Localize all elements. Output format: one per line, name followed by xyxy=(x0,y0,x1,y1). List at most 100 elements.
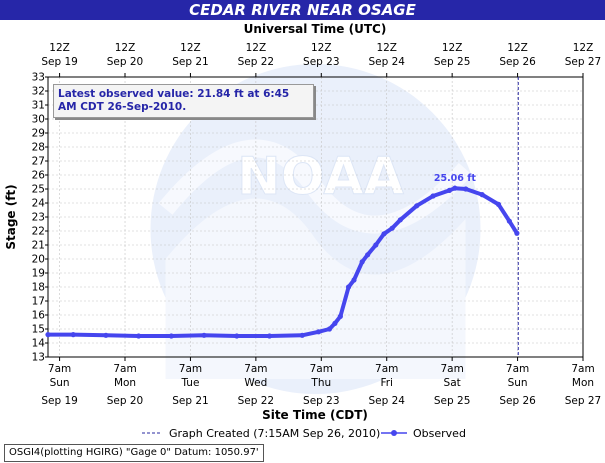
top-tick-hour: 12Z xyxy=(246,42,267,54)
observed-point xyxy=(365,252,371,258)
top-axis-utc: 12Z Sep 19 12Z Sep 20 12Z Sep 21 12Z Sep 22 12Z S… xyxy=(41,42,601,77)
top-tick-hour: 12Z xyxy=(573,42,594,54)
title-bar: CEDAR RIVER NEAR OSAGE xyxy=(0,0,605,20)
observed-point xyxy=(315,329,322,335)
observed-point xyxy=(326,326,333,332)
top-tick-hour: 12Z xyxy=(442,42,463,54)
y-tick-label: 23 xyxy=(32,212,45,224)
bottom-tick-time: 7am xyxy=(375,363,398,375)
observed-point xyxy=(446,187,453,193)
observed-point xyxy=(351,277,357,283)
bottom-tick-time: 7am xyxy=(571,363,594,375)
y-tick-label: 26 xyxy=(32,170,46,182)
bottom-tick-date: Sep 27 xyxy=(565,395,602,407)
top-tick-date: Sep 20 xyxy=(107,56,144,68)
observed-point xyxy=(299,332,305,338)
observed-point xyxy=(514,230,520,236)
legend-graph-created-label: Graph Created (7:15AM Sep 26, 2010) xyxy=(169,427,380,440)
bottom-tick-date: Sep 21 xyxy=(172,395,209,407)
observed-point xyxy=(103,332,109,338)
legend-observed-label: Observed xyxy=(413,427,466,440)
observed-point xyxy=(359,259,365,265)
y-tick-label: 19 xyxy=(32,268,45,280)
noaa-watermark: NOAA xyxy=(150,64,481,394)
y-tick-label: 28 xyxy=(32,142,45,154)
observed-series xyxy=(45,185,520,339)
observed-point xyxy=(414,203,420,209)
y-tick-label: 17 xyxy=(32,296,45,308)
watermark-wave xyxy=(165,198,466,379)
bottom-tick-day: Sun xyxy=(508,377,528,389)
observed-point xyxy=(45,332,51,338)
top-tick-date: Sep 25 xyxy=(434,56,471,68)
top-tick-hour: 12Z xyxy=(507,42,528,54)
observed-point xyxy=(136,333,142,339)
y-axis-label: Stage (ft) xyxy=(4,184,18,249)
observed-point xyxy=(373,242,379,248)
top-tick-hour: 12Z xyxy=(311,42,332,54)
observed-point xyxy=(479,192,485,198)
top-tick-hour: 12Z xyxy=(49,42,70,54)
bottom-tick-day: Mon xyxy=(572,377,594,389)
top-tick-date: Sep 19 xyxy=(41,56,78,68)
y-tick-label: 13 xyxy=(32,352,45,364)
bottom-tick-day: Mon xyxy=(114,377,136,389)
observed-point xyxy=(266,333,273,339)
top-tick-hour: 12Z xyxy=(376,42,397,54)
peak-annotation: 25.06 ft xyxy=(434,173,476,184)
observed-point xyxy=(70,332,76,338)
bottom-tick-date: Sep 22 xyxy=(238,395,275,407)
watermark-text: NOAA xyxy=(237,147,404,207)
y-tick-label: 16 xyxy=(32,310,46,322)
watermark-swoosh xyxy=(158,139,473,234)
top-tick-date: Sep 24 xyxy=(368,56,405,68)
legend-observed-marker xyxy=(391,430,397,436)
observed-point xyxy=(430,193,436,199)
top-tick-date: Sep 22 xyxy=(238,56,275,68)
bottom-tick-day: Sat xyxy=(444,377,461,389)
bottom-tick-date: Sep 23 xyxy=(303,395,340,407)
observed-point xyxy=(463,186,469,192)
grid-lines xyxy=(48,77,584,357)
y-tick-label: 31 xyxy=(32,100,45,112)
observed-point xyxy=(332,320,338,326)
bottom-tick-time: 7am xyxy=(506,363,529,375)
top-axis-label: Universal Time (UTC) xyxy=(244,22,387,36)
y-tick-label: 15 xyxy=(32,324,45,336)
observed-point xyxy=(389,225,395,231)
bottom-tick-date: Sep 20 xyxy=(107,395,144,407)
y-tick-label: 30 xyxy=(32,114,45,126)
bottom-tick-time: 7am xyxy=(179,363,202,375)
y-tick-label: 18 xyxy=(32,282,45,294)
observed-point xyxy=(234,333,240,339)
observed-point xyxy=(345,284,352,290)
bottom-tick-day: Tue xyxy=(180,377,199,389)
bottom-tick-day: Thu xyxy=(310,377,331,389)
observed-point xyxy=(381,231,387,237)
y-axis-stage: 13 14 15 16 17 18 19 20 21 22 23 24 25 26 27 28 29 30 31 32… xyxy=(32,72,48,364)
y-tick-label: 29 xyxy=(32,128,45,140)
bottom-tick-date: Sep 26 xyxy=(499,395,536,407)
observed-point xyxy=(337,313,343,319)
y-tick-label: 25 xyxy=(32,184,45,196)
bottom-axis-label: Site Time (CDT) xyxy=(262,408,368,422)
bottom-tick-time: 7am xyxy=(244,363,267,375)
top-tick-date: Sep 26 xyxy=(499,56,536,68)
y-tick-label: 33 xyxy=(32,72,45,84)
latest-observed-box: Latest observed value: 21.84 ft at 6:45 … xyxy=(53,84,314,118)
observed-point xyxy=(201,332,207,338)
bottom-tick-time: 7am xyxy=(310,363,333,375)
y-tick-label: 24 xyxy=(32,198,46,210)
bottom-tick-day: Sun xyxy=(50,377,70,389)
y-tick-label: 21 xyxy=(32,240,45,252)
legend: Graph Created (7:15AM Sep 26, 2010) Obse… xyxy=(142,427,466,440)
bottom-tick-date: Sep 25 xyxy=(434,395,471,407)
top-tick-date: Sep 27 xyxy=(565,56,602,68)
top-tick-date: Sep 23 xyxy=(303,56,340,68)
y-tick-label: 32 xyxy=(32,86,45,98)
top-tick-hour: 12Z xyxy=(180,42,201,54)
observed-point xyxy=(506,218,512,224)
observed-point xyxy=(397,217,403,223)
bottom-tick-date: Sep 24 xyxy=(368,395,405,407)
